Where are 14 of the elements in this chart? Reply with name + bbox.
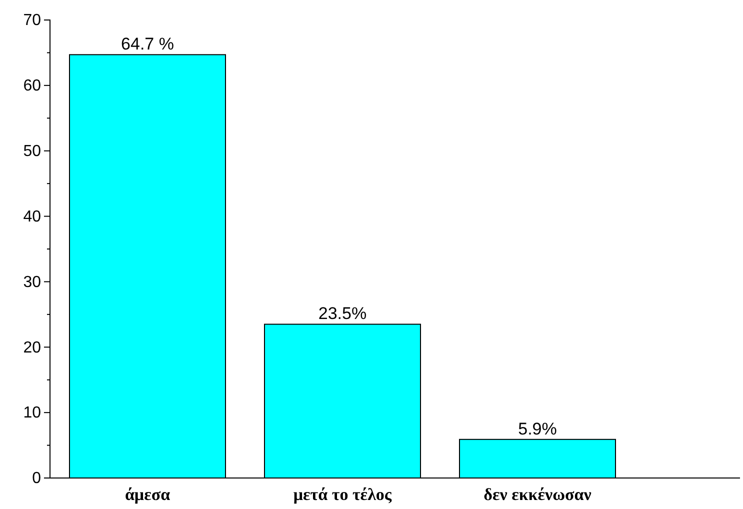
y-tick-label: 30 <box>23 274 42 291</box>
data-label: 23.5% <box>318 304 367 324</box>
data-label: 64.7 % <box>121 34 174 54</box>
x-tick-label: μετά το τέλος <box>293 485 392 504</box>
data-label: 5.9% <box>518 419 557 438</box>
x-tick-label: άμεσα <box>124 485 171 504</box>
y-tick-label: 20 <box>23 339 42 356</box>
y-tick-label: 0 <box>32 470 42 488</box>
y-tick-label: 70 <box>23 12 42 30</box>
y-tick-label: 60 <box>23 78 42 95</box>
y-tick-label: 10 <box>23 404 42 422</box>
x-tick-label: δεν εκκένωσαν <box>484 485 592 504</box>
y-tick-label: 50 <box>23 142 42 160</box>
y-tick-label: 40 <box>23 208 42 226</box>
